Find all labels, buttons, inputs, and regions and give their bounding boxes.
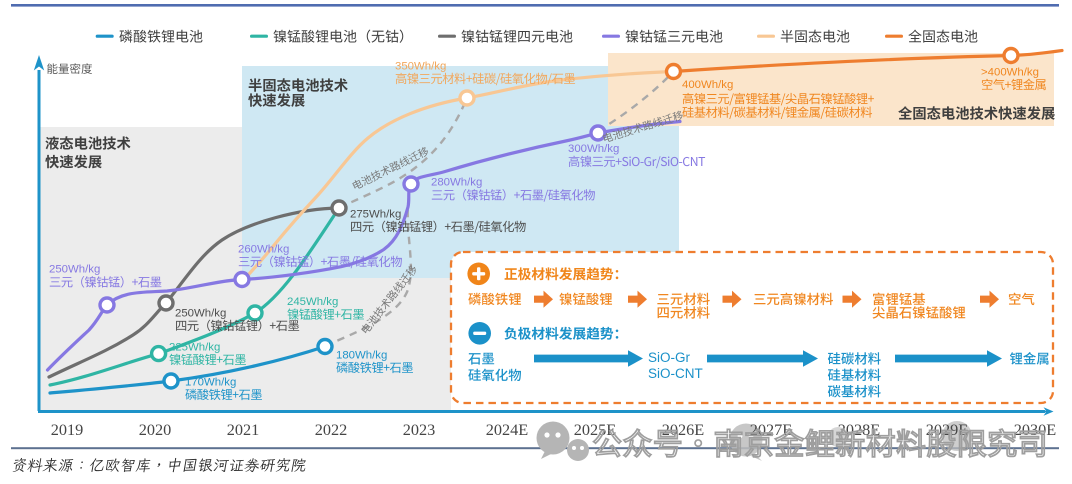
svg-text:2025E: 2025E — [574, 420, 617, 439]
svg-text:260Wh/kg: 260Wh/kg — [238, 243, 289, 255]
svg-text:170Wh/kg: 170Wh/kg — [185, 376, 236, 388]
svg-text:SiO-CNT: SiO-CNT — [648, 366, 703, 381]
svg-text:>400Wh/kg: >400Wh/kg — [981, 66, 1039, 78]
svg-text:250Wh/kg: 250Wh/kg — [49, 264, 100, 276]
svg-text:2023: 2023 — [403, 420, 436, 439]
svg-text:250Wh/kg: 250Wh/kg — [175, 307, 226, 319]
svg-text:280Wh/kg: 280Wh/kg — [431, 177, 482, 189]
svg-text:2026E: 2026E — [662, 420, 705, 439]
svg-text:225Wh/kg: 225Wh/kg — [169, 341, 220, 353]
svg-text:SiO-Gr: SiO-Gr — [648, 350, 691, 365]
svg-text:350Wh/kg: 350Wh/kg — [395, 60, 446, 72]
svg-text:2024E: 2024E — [486, 420, 529, 439]
svg-text:400Wh/kg: 400Wh/kg — [682, 79, 733, 91]
svg-text:2027E: 2027E — [750, 420, 793, 439]
svg-text:2030E: 2030E — [1014, 420, 1057, 439]
svg-text:275Wh/kg: 275Wh/kg — [350, 208, 401, 220]
svg-text:2020: 2020 — [139, 420, 172, 439]
svg-text:245Wh/kg: 245Wh/kg — [287, 296, 338, 308]
svg-text:2019: 2019 — [51, 420, 84, 439]
svg-text:180Wh/kg: 180Wh/kg — [336, 349, 387, 361]
svg-text:300Wh/kg: 300Wh/kg — [568, 143, 619, 155]
svg-text:2021: 2021 — [227, 420, 260, 439]
svg-text:2022: 2022 — [315, 420, 348, 439]
